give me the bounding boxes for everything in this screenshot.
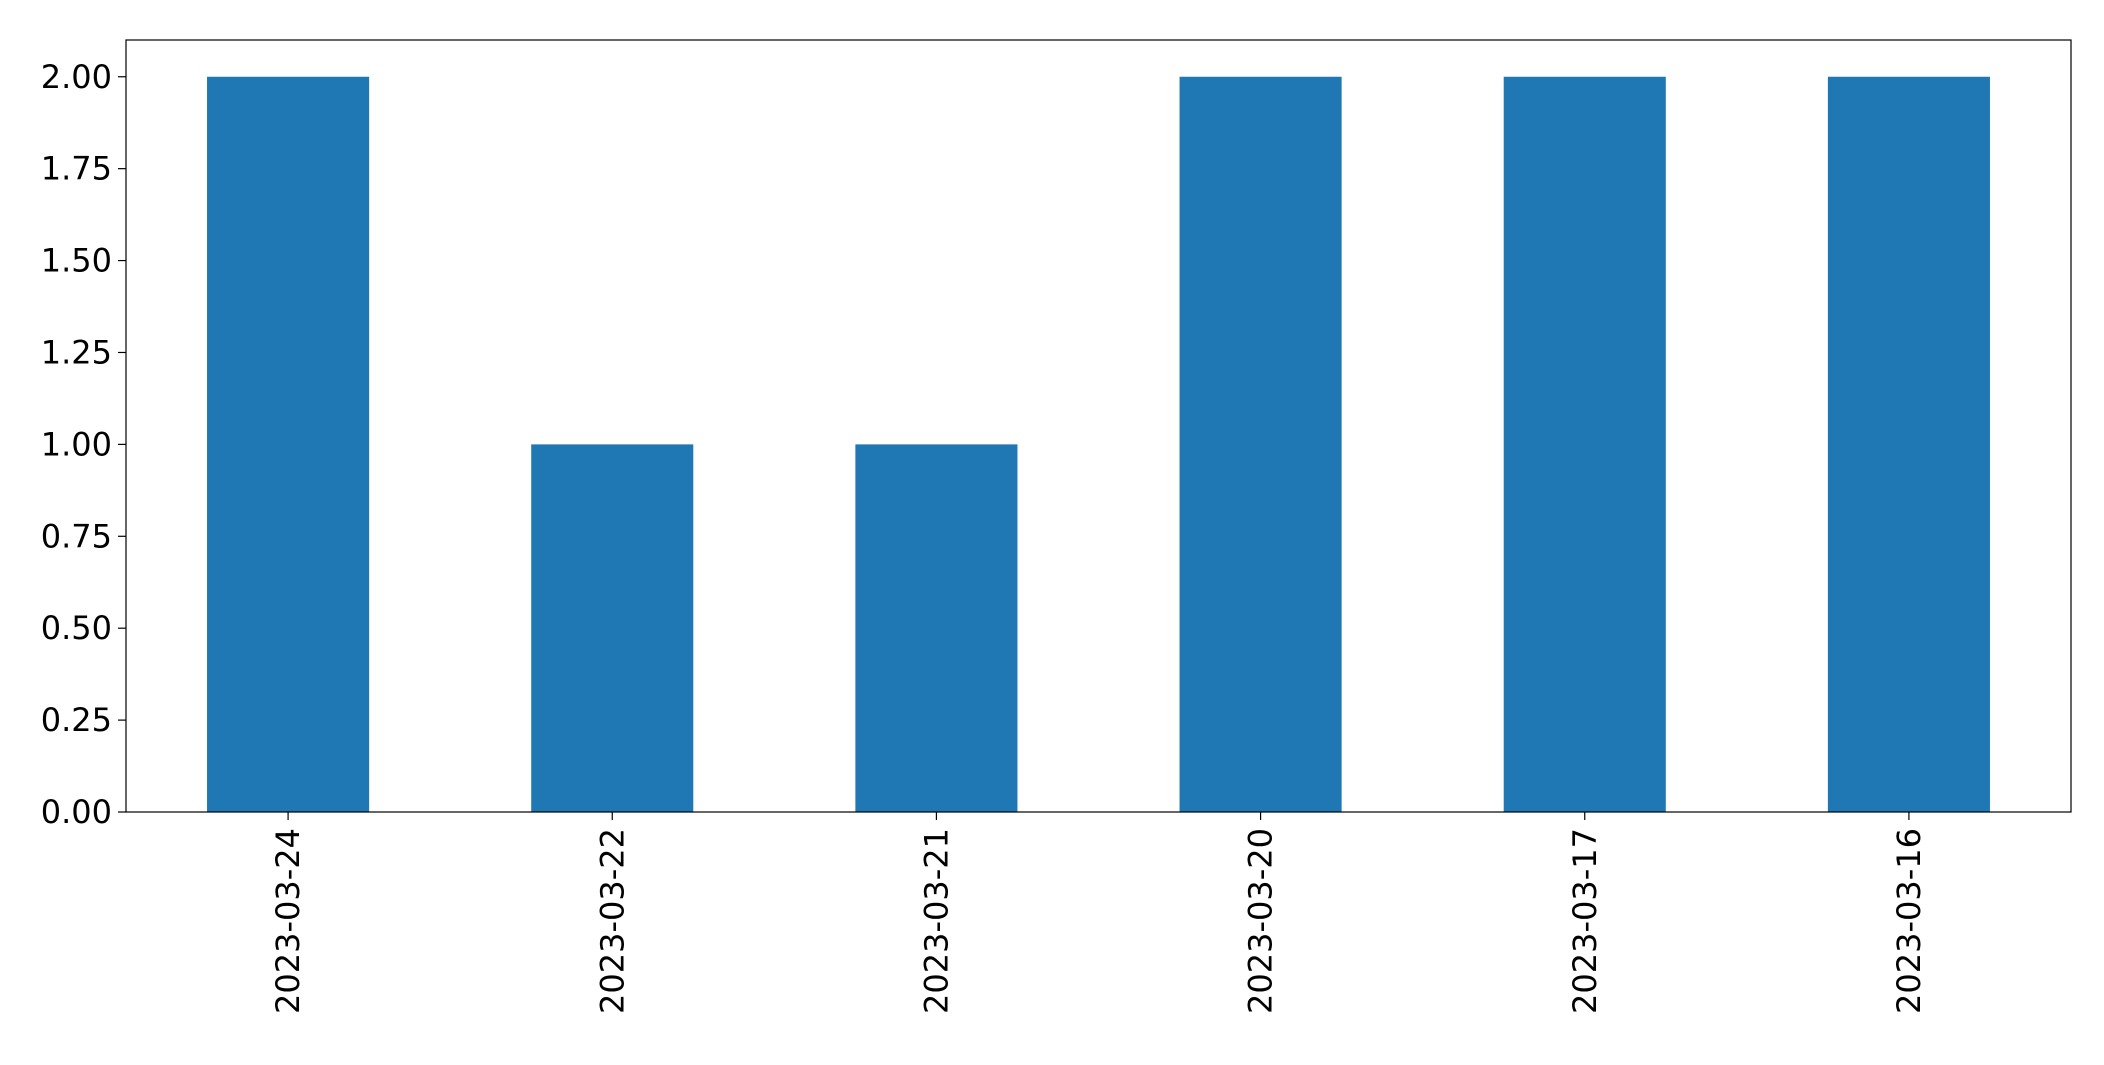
bar-2023-03-22	[531, 444, 694, 812]
y-tick-label: 0.50	[41, 609, 112, 647]
x-tick-label: 2023-03-24	[269, 828, 307, 1014]
bars-layer	[207, 76, 1990, 812]
bar-2023-03-20	[1179, 76, 1342, 812]
x-tick-label: 2023-03-16	[1890, 828, 1928, 1014]
bar-2023-03-21	[855, 444, 1018, 812]
x-tick-label: 2023-03-17	[1566, 828, 1604, 1014]
y-tick-label: 0.75	[41, 517, 112, 555]
x-axis: 2023-03-24 2023-03-22 2023-03-21 2023-03-20…	[269, 812, 1928, 1014]
y-tick-label: 0.00	[41, 793, 112, 831]
y-tick-label: 1.25	[41, 333, 112, 371]
plot-frame	[125, 39, 2072, 813]
x-tick-label: 2023-03-22	[593, 828, 631, 1014]
bar-2023-03-16	[1827, 76, 1990, 812]
bar-2023-03-24	[207, 76, 370, 812]
y-tick-label: 0.25	[41, 701, 112, 739]
y-tick-label: 2.00	[41, 58, 112, 96]
y-axis: 0.00 0.25 0.50 0.75 1.00 1.25 1.50 1.75 2.00	[41, 58, 126, 831]
x-tick-label: 2023-03-20	[1242, 828, 1280, 1014]
y-tick-label: 1.00	[41, 425, 112, 463]
y-tick-label: 1.75	[41, 150, 112, 188]
bar-2023-03-17	[1503, 76, 1666, 812]
y-tick-label: 1.50	[41, 242, 112, 280]
x-tick-label: 2023-03-21	[917, 828, 955, 1014]
